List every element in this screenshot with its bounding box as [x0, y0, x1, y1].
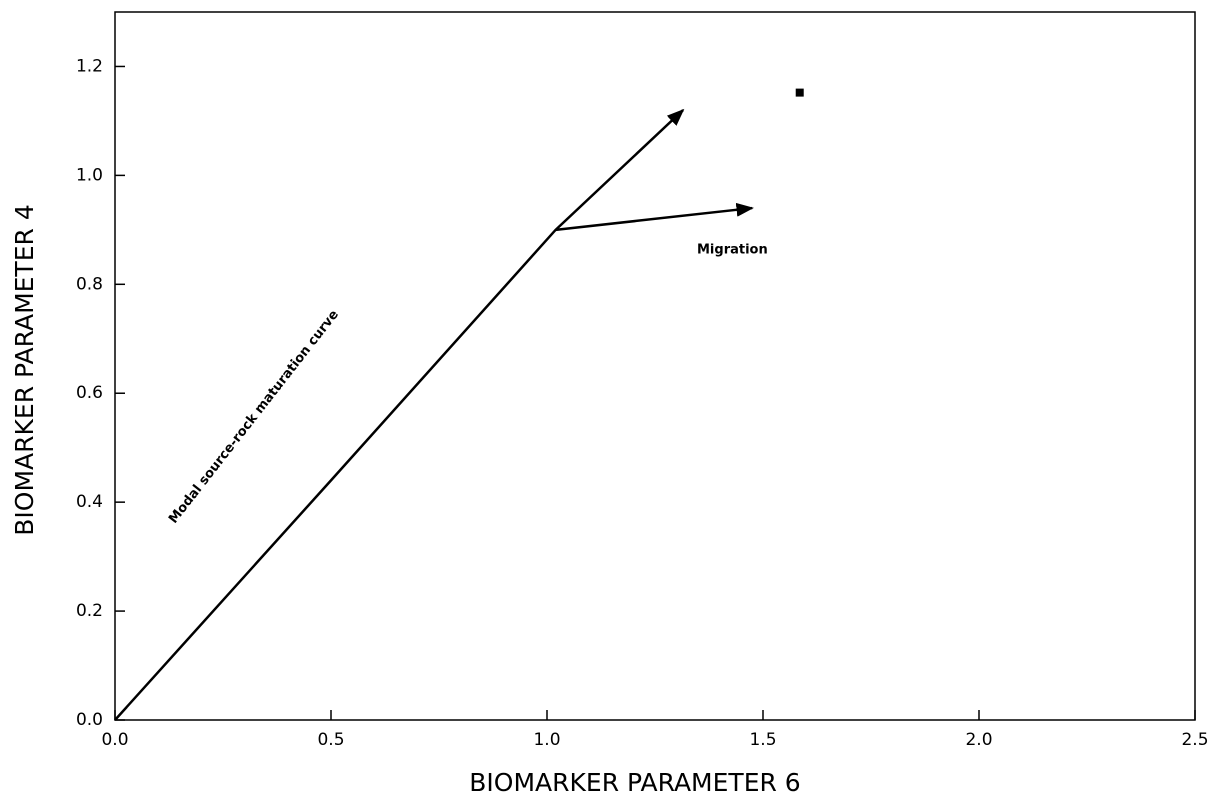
line-series: [555, 202, 754, 232]
x-tick-label: 1.0: [533, 730, 560, 750]
plot-frame: [114, 11, 1196, 721]
y-tick-label: 0.8: [76, 274, 103, 294]
annotation: Modal source-rock maturation curve: [166, 307, 342, 526]
line-series: [114, 108, 685, 721]
annotation: Migration: [697, 243, 768, 258]
x-axis-label: BIOMARKER PARAMETER 6: [469, 768, 800, 797]
x-tick-label: 0.5: [317, 730, 344, 750]
y-axis-label: BIOMARKER PARAMETER 4: [10, 204, 39, 535]
y-tick-label: 1.2: [76, 56, 103, 76]
y-tick-label: 0.2: [76, 601, 103, 621]
x-tick-label: 1.5: [749, 730, 776, 750]
y-tick-label: 0.4: [76, 492, 103, 512]
data-point: [795, 88, 804, 97]
x-tick-label: 0.0: [101, 730, 128, 750]
x-tick-label: 2.5: [1181, 730, 1208, 750]
y-tick-label: 1.0: [76, 165, 103, 185]
x-tick-label: 2.0: [965, 730, 992, 750]
y-tick-label: 0.6: [76, 383, 103, 403]
y-tick-label: 0.0: [76, 710, 103, 730]
